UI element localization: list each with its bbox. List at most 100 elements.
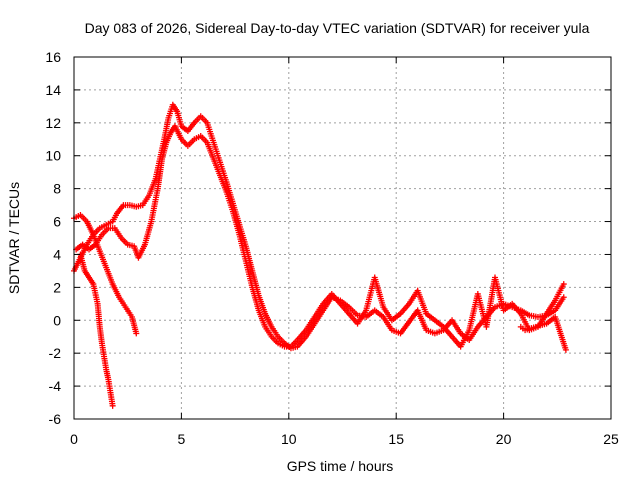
data-point	[174, 108, 181, 115]
data-point	[171, 123, 178, 130]
data-point	[492, 304, 499, 311]
data-point	[423, 310, 430, 317]
series-arc-d	[77, 251, 116, 409]
data-point	[81, 267, 88, 274]
data-point	[107, 389, 114, 396]
data-point	[118, 235, 125, 241]
data-point	[116, 294, 123, 301]
data-point	[133, 203, 140, 210]
data-point	[363, 307, 370, 314]
data-point	[197, 132, 204, 139]
data-point	[526, 312, 533, 319]
data-point	[534, 313, 541, 320]
data-point	[562, 346, 569, 353]
data-point	[509, 300, 516, 307]
data-point	[98, 231, 105, 238]
data-point	[311, 313, 318, 320]
data-point	[105, 376, 112, 383]
y-tick-label: -4	[49, 378, 62, 394]
data-point	[543, 320, 550, 327]
data-point	[98, 340, 105, 347]
data-point	[414, 287, 421, 294]
data-point	[146, 192, 153, 199]
series-arc-c	[71, 211, 140, 337]
data-point	[126, 202, 133, 209]
data-point	[275, 340, 282, 347]
y-tick-label: 8	[53, 181, 61, 197]
data-point	[262, 310, 269, 317]
data-point	[249, 267, 256, 274]
data-point	[552, 307, 559, 314]
data-point	[217, 172, 224, 179]
data-point	[354, 320, 361, 327]
data-point	[388, 327, 395, 334]
x-tick-label: 0	[70, 431, 78, 447]
series-arc-b	[73, 123, 567, 350]
data-point	[120, 202, 127, 209]
y-tick-label: -6	[49, 411, 62, 427]
data-point	[197, 113, 204, 120]
data-point	[128, 313, 135, 320]
data-point	[345, 304, 352, 311]
y-axis-label: SDTVAR / TECUs	[6, 182, 22, 294]
data-point	[380, 313, 387, 320]
x-tick-label: 5	[178, 431, 186, 447]
plot-frame	[73, 56, 612, 420]
data-point	[79, 241, 86, 248]
data-point	[517, 310, 524, 317]
data-point	[178, 123, 185, 130]
data-point	[103, 366, 110, 373]
data-point	[161, 136, 168, 143]
data-point	[217, 159, 224, 166]
data-point	[86, 274, 93, 281]
data-point	[204, 139, 211, 146]
data-point	[96, 225, 103, 232]
data-point	[101, 353, 108, 360]
data-point	[345, 310, 352, 317]
data-point	[249, 284, 256, 291]
data-point	[184, 142, 191, 149]
data-point	[440, 323, 447, 330]
data-point	[466, 337, 473, 344]
data-point	[103, 264, 110, 271]
data-point	[141, 241, 148, 248]
data-point	[474, 290, 481, 297]
data-point	[229, 208, 236, 215]
data-point	[94, 300, 101, 307]
x-axis-label: GPS time / hours	[287, 458, 394, 474]
data-point	[122, 304, 129, 311]
data-point	[139, 202, 146, 209]
data-point	[167, 129, 174, 136]
y-tick-label: -2	[49, 345, 62, 361]
grid-lines	[74, 57, 611, 419]
data-point	[83, 218, 90, 225]
data-point	[466, 327, 473, 334]
data-point	[337, 300, 344, 307]
data-point	[328, 290, 335, 297]
data-point	[268, 333, 275, 340]
data-point	[178, 136, 185, 143]
data-point	[113, 210, 120, 217]
data-point	[552, 297, 559, 304]
data-point	[371, 307, 378, 314]
data-point	[105, 225, 112, 232]
data-point	[457, 330, 464, 337]
data-point	[423, 327, 430, 334]
data-point	[109, 218, 116, 225]
data-point	[500, 307, 507, 314]
data-point	[204, 119, 211, 126]
data-point	[449, 317, 456, 324]
data-point	[406, 300, 413, 307]
data-point	[268, 323, 275, 330]
data-point	[152, 175, 159, 182]
data-point	[90, 231, 97, 238]
data-point	[131, 243, 138, 250]
data-point	[154, 185, 161, 192]
data-point	[109, 402, 116, 409]
x-tick-label: 20	[496, 431, 512, 447]
y-tick-label: 12	[45, 115, 61, 131]
data-point	[223, 188, 230, 195]
chart-title: Day 083 of 2026, Sidereal Day-to-day VTE…	[85, 20, 590, 36]
data-point	[449, 333, 456, 340]
data-point	[133, 330, 140, 337]
